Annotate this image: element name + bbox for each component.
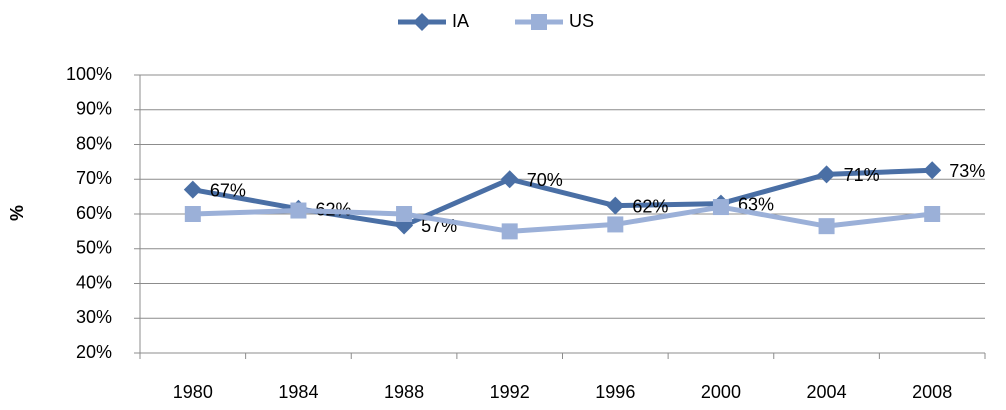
x-tick-label: 1988 — [384, 382, 424, 402]
point-marker — [924, 206, 941, 222]
point-marker — [184, 206, 201, 222]
point-marker — [923, 161, 942, 180]
y-tick-label: 80% — [76, 133, 112, 153]
legend-label: IA — [452, 11, 469, 31]
x-tick-label: 1996 — [595, 382, 635, 402]
series-line — [192, 204, 933, 234]
y-tick-label: 30% — [76, 307, 112, 327]
point-marker — [818, 218, 835, 235]
legend-label: US — [569, 11, 594, 31]
point-marker — [290, 202, 307, 219]
y-tick-label: 50% — [76, 238, 112, 258]
point-marker — [183, 180, 202, 199]
y-tick-label: 100% — [66, 64, 112, 84]
y-tick-label: 60% — [76, 203, 112, 223]
data-label: 67% — [210, 180, 246, 200]
point-marker — [501, 223, 518, 240]
y-axis-label: % — [7, 205, 27, 221]
x-tick-label: 2000 — [701, 382, 741, 402]
point-marker — [500, 170, 519, 189]
y-tick-label: 70% — [76, 168, 112, 188]
data-label: 62% — [632, 196, 668, 216]
point-marker — [817, 165, 836, 184]
x-tick-label: 1984 — [278, 382, 318, 402]
y-tick-label: 20% — [76, 342, 112, 362]
y-tick-label: 40% — [76, 272, 112, 292]
point-marker — [607, 216, 624, 233]
x-tick-label: 1980 — [173, 382, 213, 402]
x-tick-label: 1992 — [490, 382, 530, 402]
x-tick-label: 2008 — [912, 382, 952, 402]
legend-marker — [413, 13, 431, 31]
point-marker — [712, 199, 729, 216]
point-marker — [396, 206, 413, 222]
data-label: 70% — [527, 170, 563, 190]
x-tick-label: 2004 — [807, 382, 847, 402]
point-marker — [606, 196, 625, 215]
data-label: 73% — [949, 161, 985, 181]
y-tick-label: 90% — [76, 99, 112, 119]
data-label: 71% — [844, 165, 880, 185]
legend-marker — [531, 14, 547, 30]
